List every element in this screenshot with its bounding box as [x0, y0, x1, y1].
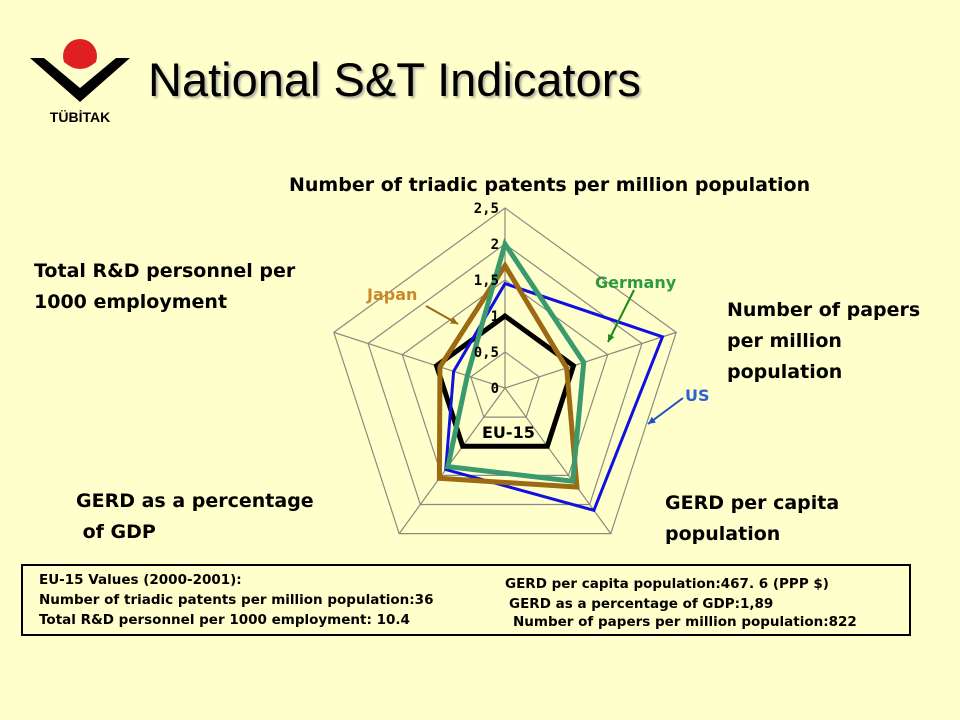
info-gerd-capita: GERD per capita population:467. 6 (PPP $…	[505, 576, 829, 592]
info-papers: Number of papers per million population:…	[513, 614, 857, 630]
axis-spoke	[398, 387, 506, 534]
info-personnel: Total R&D personnel per 1000 employment:…	[39, 612, 410, 628]
series-us	[444, 281, 665, 513]
info-header: EU-15 Values (2000-2001):	[39, 572, 242, 588]
grid-ring	[333, 207, 677, 535]
axis-label-gerd-capita: GERD per capita population	[665, 492, 840, 545]
tick-label: 1	[491, 309, 499, 325]
tick-label: 2,5	[474, 201, 499, 217]
us-arrow-line	[647, 397, 684, 425]
series-germany	[444, 238, 587, 484]
axis-spoke	[333, 331, 506, 389]
germany-arrow-line	[607, 289, 635, 343]
grid-ring	[470, 351, 540, 418]
tick-label: 0,5	[474, 345, 499, 361]
page-title: National S&T Indicators	[148, 53, 641, 106]
series-japan	[436, 260, 580, 490]
grid-ring	[367, 243, 643, 506]
info-gerd-gdp: GERD as a percentage of GDP:1,89	[509, 596, 774, 612]
axis-label-papers: Number of papers per million population	[727, 299, 921, 383]
axis-label-personnel: Total R&D personnel per 1000 employment	[34, 260, 296, 313]
tick-label: 2	[491, 237, 499, 253]
axis-label-gerd-gdp: GERD as a percentage of GDP	[76, 490, 314, 543]
japan-arrow-head	[450, 317, 458, 324]
tubitak-logo: TÜBİTAK	[30, 39, 130, 125]
us-arrow-head	[648, 416, 656, 424]
eu15-values-box: EU-15 Values (2000-2001): Number of tria…	[21, 564, 911, 636]
series-label-japan: Japan	[367, 285, 418, 304]
tick-label: 1,5	[474, 273, 499, 289]
series-label-germany: Germany	[595, 273, 677, 292]
series-label-eu: EU-15	[482, 423, 535, 442]
logo-chevron	[30, 58, 130, 102]
series-label-us: US	[685, 386, 710, 405]
germany-arrow-head	[608, 334, 615, 342]
axis-spoke	[504, 331, 677, 389]
info-patents: Number of triadic patents per million po…	[39, 592, 434, 608]
axis-label-patents: Number of triadic patents per million po…	[289, 174, 811, 196]
logo-circle	[63, 39, 97, 73]
logo-text: TÜBİTAK	[50, 109, 110, 125]
tick-label: 0	[491, 381, 499, 397]
